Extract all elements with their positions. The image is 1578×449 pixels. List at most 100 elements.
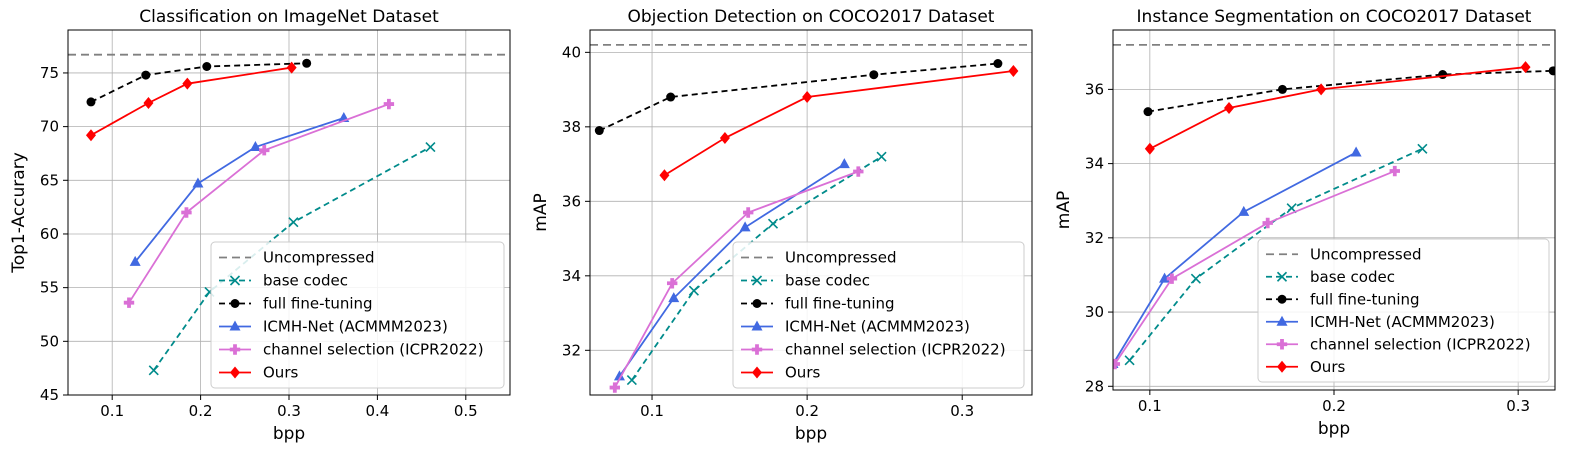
legend-item-ours: Ours [741, 364, 820, 382]
series-channel-selection-icpr2022-point [383, 98, 395, 110]
legend-label: full fine-tuning [263, 295, 373, 313]
legend-item-icmh-net-acmmm2023: ICMH-Net (ACMMM2023) [741, 318, 970, 336]
series-full-fine-tuning-point [86, 97, 96, 107]
ticks: 0.1 0.2 0.3 28 30 32 34 36 [1085, 80, 1530, 415]
series-full-fine-tuning-point [666, 92, 676, 102]
series-full-fine-tuning-point [202, 62, 212, 71]
legend-marker [1277, 294, 1287, 304]
chart-title: Classification on ImageNet Dataset [139, 7, 439, 27]
x-tick-label: 0.3 [277, 402, 301, 420]
series-base-codec-line [1128, 147, 1423, 361]
series-base-codec-point [767, 218, 779, 229]
series-full-fine-tuning-point [1277, 84, 1287, 94]
legend-label: ICMH-Net (ACMMM2023) [1310, 313, 1495, 331]
series-ours-point [1008, 64, 1019, 77]
series-channel-selection-icpr2022-line [614, 170, 859, 388]
series-channel-selection-icpr2022-point [1113, 358, 1121, 370]
ticks: 0.1 0.2 0.3 0.4 0.5 45 50 55 60 65 70 75 [40, 64, 478, 420]
series-base-codec-point [688, 285, 699, 296]
legend-item-channel-selection-icpr2022: channel selection (ICPR2022) [1266, 335, 1531, 353]
x-tick-label: 0.2 [795, 402, 819, 420]
x-tick-label: 0.3 [950, 402, 974, 420]
series-full-fine-tuning-point [993, 59, 1003, 69]
y-tick-label: 75 [40, 64, 59, 82]
series-ours-point [286, 61, 297, 74]
y-tick-label: 36 [562, 192, 581, 210]
ticks: 0.1 0.2 0.3 32 34 36 38 40 [562, 43, 974, 420]
series-full-fine-tuning-point [1143, 107, 1153, 117]
legend-item-full-fine-tuning: full fine-tuning [741, 295, 895, 313]
series-base-codec-point [626, 375, 637, 386]
series-full-fine-tuning-point [869, 70, 879, 80]
y-tick-label: 32 [1085, 229, 1104, 247]
y-tick-label: 34 [1085, 155, 1104, 173]
y-tick-label: 45 [40, 386, 59, 404]
legend-label: Uncompressed [785, 249, 897, 267]
y-tick-label: 28 [1085, 377, 1104, 395]
y-tick-label: 55 [40, 279, 59, 297]
legend-item-full-fine-tuning: full fine-tuning [219, 295, 373, 313]
chart-classification: 0.1 0.2 0.3 0.4 0.5 45 50 55 60 65 70 75 Classificat… [9, 7, 511, 444]
series-icmh-net-acmmm2023-line [134, 117, 345, 263]
series-ours-line [90, 66, 292, 136]
legend-item-uncompressed: Uncompressed [741, 249, 897, 267]
series-ours-point [1224, 101, 1235, 114]
legend-marker [751, 275, 763, 286]
series-base-codec [1124, 143, 1428, 366]
legend-item-channel-selection-icpr2022: channel selection (ICPR2022) [741, 341, 1006, 359]
y-tick-label: 34 [562, 267, 581, 285]
y-tick-label: 30 [1085, 303, 1104, 321]
series-base-codec-point [288, 217, 299, 228]
legend-label: base codec [263, 272, 348, 290]
x-tick-label: 0.5 [454, 402, 478, 420]
series-full-fine-tuning-point [1438, 70, 1448, 80]
series-channel-selection-icpr2022 [123, 98, 395, 308]
y-tick-label: 36 [1085, 80, 1104, 98]
series-ours-point [1316, 83, 1327, 96]
series-ours-line [663, 70, 1014, 177]
legend-label: base codec [785, 272, 870, 290]
legend-label: channel selection (ICPR2022) [1310, 335, 1531, 353]
series-base-codec-point [425, 141, 436, 153]
legend-label: Uncompressed [1310, 245, 1422, 263]
x-tick-label: 0.2 [1322, 397, 1346, 415]
y-axis-label: mAP [531, 193, 551, 231]
x-tick-label: 0.1 [100, 402, 124, 420]
legend-item-base-codec: base codec [1266, 268, 1395, 286]
series-full-fine-tuning-line [90, 62, 307, 103]
series-base-codec-point [1124, 355, 1135, 366]
series-icmh-net-acmmm2023-point [1350, 146, 1362, 157]
legend-label: ICMH-Net (ACMMM2023) [263, 318, 448, 336]
series-ours [659, 64, 1019, 182]
series-ours-point [802, 91, 813, 104]
y-tick-label: 60 [40, 225, 59, 243]
legend-item-icmh-net-acmmm2023: ICMH-Net (ACMMM2023) [219, 318, 448, 336]
series-icmh-net-acmmm2023-line [1113, 151, 1357, 365]
series-ours-point [182, 77, 193, 90]
series-base-codec-point [148, 365, 159, 376]
series-channel-selection-icpr2022-point [609, 382, 621, 393]
series-channel-selection-icpr2022-line [1114, 170, 1396, 365]
series-ours [85, 61, 297, 142]
chart-segmentation: 0.1 0.2 0.3 28 30 32 34 36 Instance Segmentation… [1054, 7, 1556, 439]
series-full-fine-tuning-point [594, 126, 604, 136]
series-channel-selection-icpr2022-point [1389, 165, 1400, 177]
series-channel-selection-icpr2022-point [1262, 217, 1273, 229]
chart-title: Objection Detection on COCO2017 Dataset [628, 7, 995, 27]
legend-marker [1276, 271, 1288, 282]
series-channel-selection-icpr2022 [609, 166, 864, 393]
series-ours-line [1149, 66, 1526, 150]
legend-label: base codec [1310, 268, 1395, 286]
y-tick-label: 70 [40, 118, 59, 136]
series-full-fine-tuning-point [141, 70, 151, 80]
series-ours-point [143, 97, 154, 109]
series-full-fine-tuning-point [302, 58, 312, 68]
legend-item-full-fine-tuning: full fine-tuning [1266, 290, 1420, 308]
legend-label: full fine-tuning [1310, 290, 1420, 308]
y-tick-label: 32 [562, 341, 581, 359]
legend-item-uncompressed: Uncompressed [1266, 245, 1422, 263]
legend-marker [229, 275, 241, 286]
legend-marker [1277, 360, 1287, 373]
legend-item-base-codec: base codec [741, 272, 870, 290]
legend-item-ours: Ours [1266, 358, 1345, 376]
